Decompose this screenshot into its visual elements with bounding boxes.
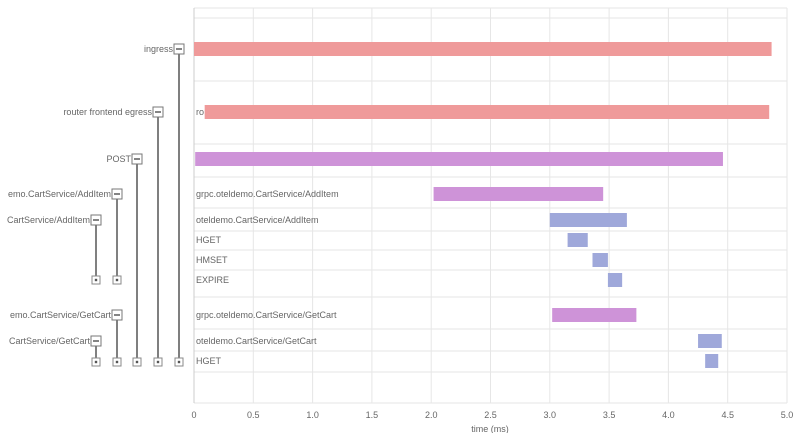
x-tick-label: 3.0 bbox=[544, 410, 557, 420]
span-label: ro bbox=[196, 107, 204, 117]
span-label: oteldemo.CartService/AddItem bbox=[196, 215, 319, 225]
span-label: HGET bbox=[196, 235, 222, 245]
span-bar[interactable] bbox=[705, 354, 719, 368]
tree-leaf-dot bbox=[115, 278, 119, 282]
x-tick-label: 1.5 bbox=[366, 410, 379, 420]
span-bar[interactable] bbox=[698, 334, 722, 348]
tree-label: emo.CartService/AddItem bbox=[8, 189, 111, 199]
tree-leaf-dot bbox=[94, 278, 98, 282]
tree-label: router frontend egress bbox=[63, 107, 152, 117]
tree-label: CartService/AddItem bbox=[7, 215, 90, 225]
tree-label: CartService/GetCart bbox=[9, 336, 91, 346]
span-bar[interactable] bbox=[549, 213, 627, 227]
x-tick-label: 2.0 bbox=[425, 410, 438, 420]
tree-leaf-dot bbox=[156, 360, 160, 364]
span-bars bbox=[194, 42, 772, 368]
span-label: HGET bbox=[196, 356, 222, 366]
span-bar[interactable] bbox=[607, 273, 623, 287]
x-tick-label: 2.5 bbox=[484, 410, 497, 420]
span-bar[interactable] bbox=[567, 233, 588, 247]
grid bbox=[193, 7, 788, 404]
tree-leaf-dot bbox=[94, 360, 98, 364]
x-tick-label: 5.0 bbox=[781, 410, 794, 420]
span-label: HMSET bbox=[196, 255, 228, 265]
span-bar[interactable] bbox=[433, 187, 604, 201]
span-bar[interactable] bbox=[204, 105, 770, 119]
tree-label: ingress bbox=[144, 44, 174, 54]
tree-leaf-dot bbox=[115, 360, 119, 364]
span-bar[interactable] bbox=[194, 42, 772, 56]
x-tick-label: 0.5 bbox=[247, 410, 260, 420]
span-label: grpc.oteldemo.CartService/AddItem bbox=[196, 189, 339, 199]
span-label: grpc.oteldemo.CartService/GetCart bbox=[196, 310, 337, 320]
x-axis: 0 0.5 1.0 1.5 2.0 2.5 3.0 3.5 4.0 4.5 5.0 bbox=[191, 410, 793, 420]
span-label: EXPIRE bbox=[196, 275, 229, 285]
span-tree: ingress router frontend egress POST emo.Car… bbox=[7, 43, 185, 367]
span-labels: ro grpc.oteldemo.CartService/AddItem oteld… bbox=[196, 107, 339, 366]
x-axis-title: time (ms) bbox=[471, 424, 509, 433]
tree-leaf-dot bbox=[177, 360, 181, 364]
tree-label: emo.CartService/GetCart bbox=[10, 310, 112, 320]
x-tick-label: 0 bbox=[191, 410, 196, 420]
span-bar[interactable] bbox=[592, 253, 608, 267]
span-bar[interactable] bbox=[195, 152, 723, 166]
span-label: oteldemo.CartService/GetCart bbox=[196, 336, 317, 346]
x-tick-label: 4.5 bbox=[721, 410, 734, 420]
span-bar[interactable] bbox=[552, 308, 637, 322]
x-tick-label: 3.5 bbox=[603, 410, 616, 420]
tree-label: POST bbox=[106, 154, 131, 164]
x-tick-label: 4.0 bbox=[662, 410, 675, 420]
x-tick-label: 1.0 bbox=[306, 410, 319, 420]
tree-leaf-dot bbox=[135, 360, 139, 364]
